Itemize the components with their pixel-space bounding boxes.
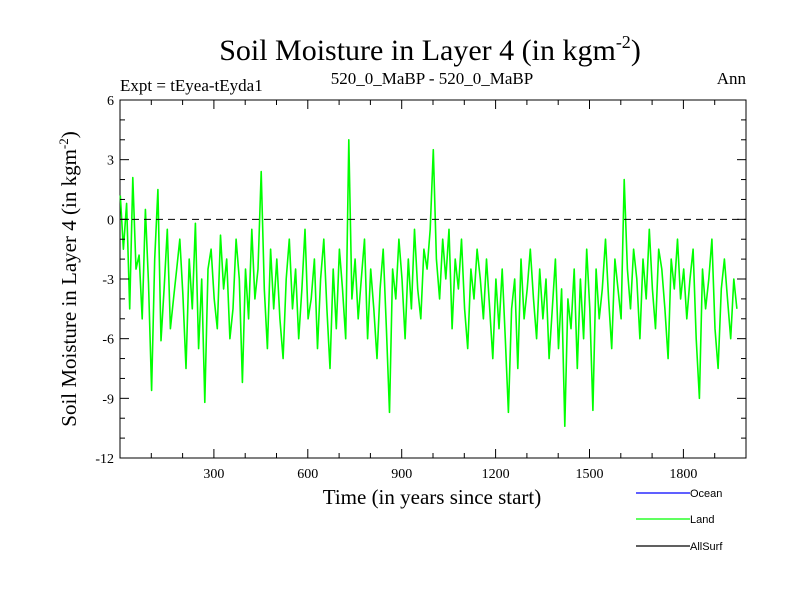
season-label: Ann — [717, 69, 747, 88]
tick-layer: 300 600 900 1200 1500 1800 6 3 0 -3 -6 -9 -12 — [95, 94, 746, 482]
x-tick-label-1500: 1500 — [576, 467, 604, 482]
legend-label-land: Land — [690, 514, 714, 526]
x-tick-label-600: 600 — [297, 467, 318, 482]
y-tick-label-6: 6 — [107, 94, 114, 109]
y-tick-label-3: 3 — [107, 154, 114, 169]
y-tick-label--6: -6 — [102, 333, 114, 348]
y-tick-label--12: -12 — [95, 452, 114, 467]
y-tick-label-0: 0 — [107, 213, 114, 228]
x-tick-label-1200: 1200 — [482, 467, 510, 482]
y-tick-label--3: -3 — [102, 273, 114, 288]
legend-label-ocean: Ocean — [690, 488, 722, 500]
legend-label-allsurf: AllSurf — [690, 541, 723, 553]
x-tick-label-300: 300 — [203, 467, 224, 482]
chart-subtitle: 520_0_MaBP - 520_0_MaBP — [331, 69, 533, 88]
y-tick-label--9: -9 — [102, 392, 114, 407]
series-line-land — [119, 139, 738, 428]
x-tick-label-900: 900 — [391, 467, 412, 482]
x-axis-label: Time (in years since start) — [323, 485, 542, 509]
chart-title: Soil Moisture in Layer 4 (in kgm-2) — [219, 32, 641, 67]
y-axis-label: Soil Moisture in Layer 4 (in kgm-2) — [56, 131, 81, 426]
x-tick-label-1800: 1800 — [669, 467, 697, 482]
data-layer — [119, 139, 738, 428]
legend: Ocean Land AllSurf — [636, 488, 723, 553]
expt-label: Expt = tEyea-tEyda1 — [120, 76, 263, 95]
